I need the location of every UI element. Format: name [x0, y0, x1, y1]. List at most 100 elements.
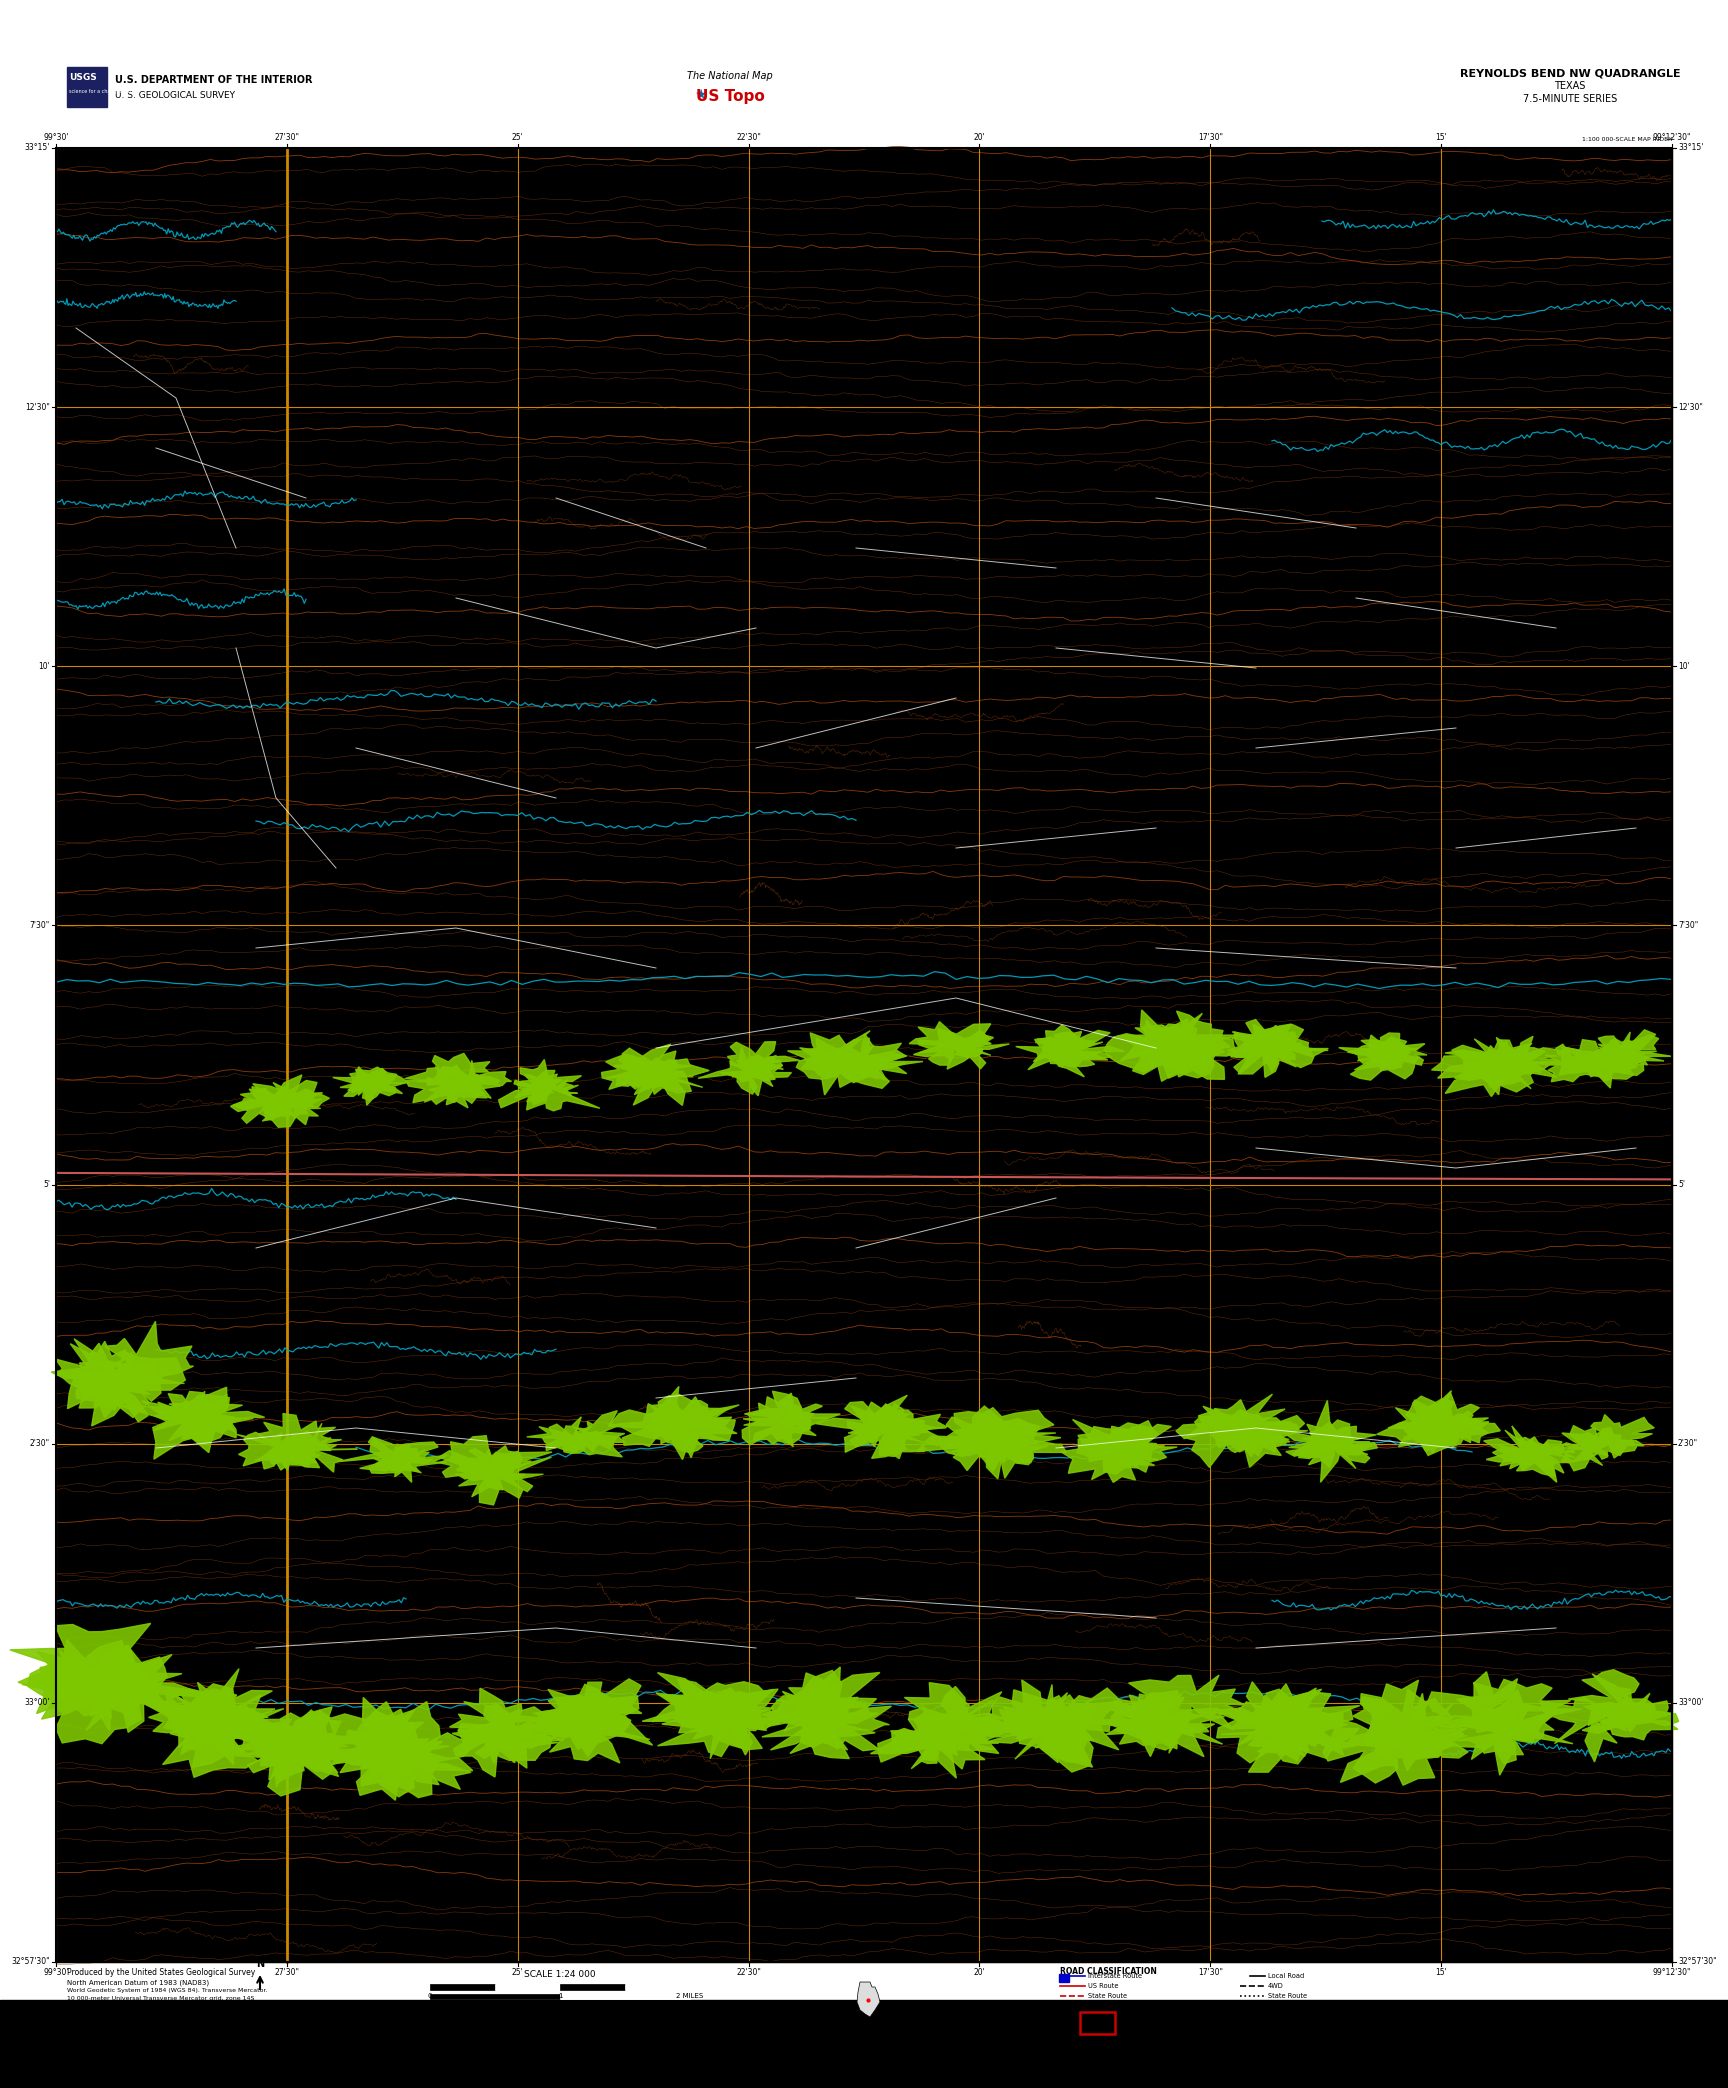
Polygon shape — [230, 1075, 323, 1119]
Polygon shape — [22, 1650, 162, 1743]
Polygon shape — [617, 1409, 738, 1453]
Polygon shape — [439, 1451, 543, 1505]
Polygon shape — [1128, 1675, 1246, 1754]
Bar — [1080, 2013, 1115, 2034]
Polygon shape — [762, 1691, 892, 1754]
Polygon shape — [334, 1067, 404, 1100]
Text: 7'30": 7'30" — [1678, 921, 1699, 929]
Polygon shape — [169, 1395, 264, 1441]
Text: 15': 15' — [1436, 1969, 1446, 1977]
Text: 99°12'30": 99°12'30" — [1652, 134, 1692, 142]
Text: Local Road: Local Road — [1268, 1973, 1305, 1979]
Bar — [430, 1994, 560, 1998]
Polygon shape — [453, 1704, 551, 1760]
Polygon shape — [1377, 1399, 1479, 1455]
Polygon shape — [909, 1021, 992, 1061]
Polygon shape — [1128, 1023, 1218, 1077]
Text: 3 KM: 3 KM — [681, 2002, 698, 2009]
Polygon shape — [244, 1727, 351, 1796]
Polygon shape — [1427, 1672, 1557, 1739]
Polygon shape — [454, 1723, 560, 1777]
Polygon shape — [52, 1338, 157, 1418]
Polygon shape — [152, 1386, 232, 1460]
Polygon shape — [340, 1067, 396, 1105]
Polygon shape — [607, 1048, 691, 1094]
Polygon shape — [940, 1418, 1061, 1478]
Polygon shape — [617, 1054, 686, 1105]
Polygon shape — [1142, 1025, 1241, 1079]
Polygon shape — [238, 1710, 361, 1787]
Bar — [0, 2000, 1728, 2088]
Text: 33°00': 33°00' — [1678, 1698, 1704, 1708]
Polygon shape — [1562, 1428, 1643, 1462]
Polygon shape — [658, 1693, 783, 1756]
Polygon shape — [499, 1071, 562, 1111]
Polygon shape — [892, 1712, 1016, 1779]
Polygon shape — [743, 1403, 829, 1447]
Polygon shape — [76, 1351, 185, 1426]
Text: State Route: State Route — [1089, 1994, 1127, 1998]
Polygon shape — [1106, 1691, 1223, 1756]
Text: 33°15': 33°15' — [24, 144, 50, 152]
Polygon shape — [743, 1393, 814, 1445]
Polygon shape — [416, 1061, 511, 1102]
Polygon shape — [515, 1059, 582, 1105]
Polygon shape — [1559, 1044, 1643, 1088]
Polygon shape — [1237, 1687, 1358, 1764]
Polygon shape — [816, 1395, 909, 1447]
Polygon shape — [10, 1622, 150, 1718]
Polygon shape — [857, 1982, 880, 2017]
Polygon shape — [449, 1689, 560, 1762]
Polygon shape — [451, 1445, 551, 1489]
Text: 0: 0 — [429, 1994, 432, 1998]
Polygon shape — [845, 1403, 930, 1457]
Text: 15': 15' — [1436, 134, 1446, 142]
Text: 5': 5' — [1678, 1180, 1685, 1188]
Polygon shape — [423, 1065, 501, 1109]
Polygon shape — [1293, 1420, 1377, 1482]
Polygon shape — [263, 1079, 330, 1125]
Bar — [560, 1984, 626, 1990]
Polygon shape — [1280, 1422, 1372, 1468]
Text: ROAD CLASSIFICATION: ROAD CLASSIFICATION — [1059, 1967, 1156, 1975]
Polygon shape — [320, 1698, 449, 1783]
Polygon shape — [871, 1710, 999, 1769]
Text: North American Datum of 1983 (NAD83): North American Datum of 1983 (NAD83) — [67, 1979, 209, 1986]
Polygon shape — [1355, 1038, 1419, 1069]
Bar — [626, 1984, 689, 1990]
Polygon shape — [1077, 1422, 1153, 1474]
Polygon shape — [1217, 1681, 1360, 1762]
Polygon shape — [1061, 1432, 1158, 1482]
Polygon shape — [1211, 1416, 1305, 1468]
Text: 22'30": 22'30" — [736, 134, 760, 142]
Polygon shape — [931, 1029, 1009, 1069]
Text: 0: 0 — [429, 2002, 432, 2009]
Polygon shape — [1042, 1031, 1102, 1067]
Text: 33°00': 33°00' — [24, 1698, 50, 1708]
Polygon shape — [1033, 1025, 1096, 1067]
Text: 10': 10' — [1678, 662, 1690, 670]
Text: 25': 25' — [511, 134, 524, 142]
Text: 99°30': 99°30' — [43, 134, 69, 142]
Text: 32°57'30": 32°57'30" — [1678, 1959, 1716, 1967]
Polygon shape — [904, 1683, 1007, 1754]
Polygon shape — [1540, 1698, 1638, 1762]
Polygon shape — [67, 1647, 197, 1725]
Polygon shape — [721, 1054, 791, 1096]
Polygon shape — [1184, 1395, 1291, 1455]
Polygon shape — [513, 1698, 650, 1762]
Polygon shape — [173, 1668, 275, 1739]
Polygon shape — [1405, 1393, 1500, 1447]
Polygon shape — [1016, 1031, 1108, 1077]
Bar — [494, 1984, 560, 1990]
Polygon shape — [1037, 1029, 1125, 1067]
Polygon shape — [848, 1401, 949, 1460]
Text: 10 000-meter Universal Transverse Mercator grid, zone 14S: 10 000-meter Universal Transverse Mercat… — [67, 1996, 254, 2000]
Polygon shape — [771, 1670, 869, 1750]
Polygon shape — [947, 1405, 1066, 1478]
Text: 20': 20' — [973, 134, 985, 142]
Polygon shape — [456, 1453, 551, 1497]
Polygon shape — [88, 1322, 194, 1401]
Polygon shape — [1431, 1040, 1555, 1096]
Polygon shape — [727, 1042, 800, 1082]
